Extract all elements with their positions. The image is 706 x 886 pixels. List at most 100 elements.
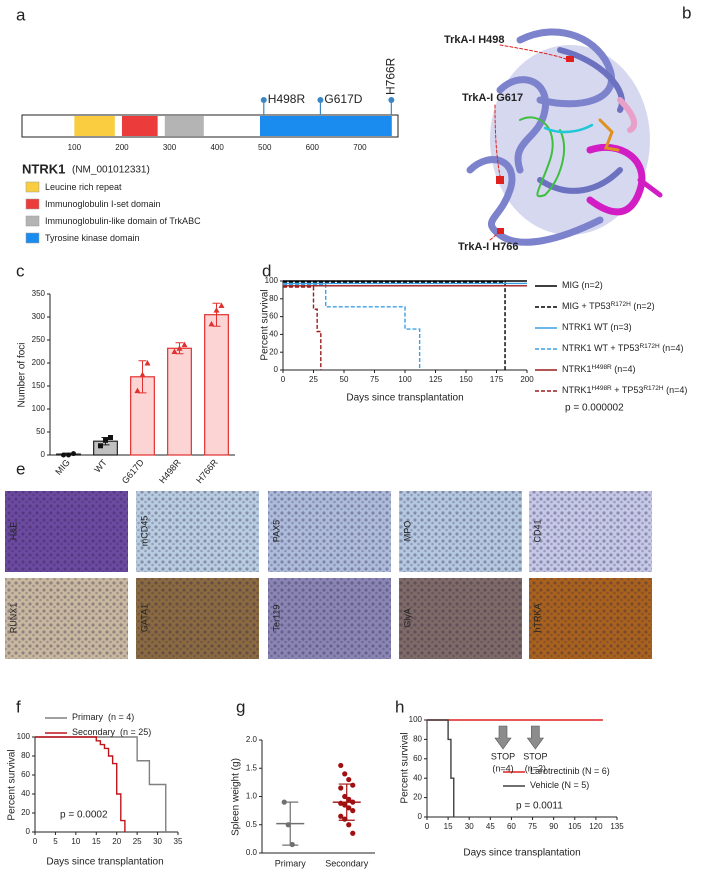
domain <box>259 116 392 136</box>
y-tick-label: 100 <box>265 276 279 285</box>
histology-label: mCD45 <box>139 516 149 547</box>
x-tick-label: 30 <box>153 837 162 846</box>
survival-curve <box>283 283 421 370</box>
panel-letter: h <box>395 697 404 716</box>
legend-part: MIG (n=2) <box>562 280 603 290</box>
x-tick-label: 30 <box>465 822 474 831</box>
histology-label: GlyA <box>402 608 412 628</box>
x-tick-label: WT <box>92 457 109 475</box>
panel-letter: c <box>16 261 25 280</box>
survival-curve <box>35 736 167 832</box>
point <box>342 793 348 800</box>
x-axis-label: Days since transplantation <box>346 393 463 404</box>
x-tick-label: 25 <box>309 375 318 384</box>
x-tick-label: 0 <box>425 822 430 831</box>
stop-label: STOP <box>491 751 515 761</box>
y-tick-label: 80 <box>21 751 30 760</box>
y-tick-label: 1.0 <box>246 792 258 801</box>
y-tick-label: 1.5 <box>246 763 258 772</box>
histology-texture <box>136 491 259 572</box>
point <box>108 435 113 441</box>
point <box>350 782 356 788</box>
x-tick-label: 45 <box>486 822 495 831</box>
y-tick-label: 300 <box>32 312 46 321</box>
y-axis-label: Number of foci <box>17 342 28 407</box>
legend-part: R172H <box>639 343 660 350</box>
mutation-head <box>260 97 267 103</box>
y-tick-label: 40 <box>269 330 278 339</box>
panel-letter: a <box>16 5 26 24</box>
y-tick-label: 200 <box>32 358 46 367</box>
stop-arrow <box>494 725 512 750</box>
structure-label: TrkA-I H766 <box>458 241 519 253</box>
legend-part: R172H <box>643 385 664 392</box>
legend-label: Vehicle (N = 5) <box>530 780 589 790</box>
point <box>98 443 103 449</box>
domain <box>164 116 204 136</box>
point <box>171 348 178 354</box>
structure-label: TrkA-I G617 <box>462 92 523 104</box>
point <box>139 371 146 377</box>
legend-label: Immunoglobulin-like domain of TrkABC <box>45 216 201 226</box>
y-tick-label: 20 <box>21 808 30 817</box>
y-tick-label: 100 <box>32 404 46 413</box>
x-tick-label: 300 <box>163 143 177 152</box>
point <box>338 785 344 791</box>
y-tick-label: 40 <box>21 789 30 798</box>
x-tick-label: 400 <box>210 143 224 152</box>
point <box>346 796 352 802</box>
point <box>350 830 356 836</box>
histology-label: GATA1 <box>139 604 149 632</box>
x-tick-label: 10 <box>71 837 80 846</box>
point <box>144 360 151 366</box>
x-tick-label: MIG <box>53 457 72 476</box>
x-tick-label: Secondary <box>325 858 369 868</box>
histology-label: CD41 <box>532 519 542 542</box>
annotation: p = 0.000002 <box>565 403 624 414</box>
point <box>181 341 188 348</box>
legend-part: + TP53 <box>612 385 644 395</box>
x-tick-label: 75 <box>528 822 537 831</box>
point <box>346 776 352 783</box>
y-tick-label: 0 <box>41 450 46 459</box>
domain <box>74 116 115 136</box>
legend-label: Immunoglobulin I-set domain <box>45 199 161 209</box>
x-tick-label: 200 <box>520 375 534 384</box>
x-tick-label: 120 <box>589 822 603 831</box>
y-tick-label: 250 <box>32 335 46 344</box>
legend-part: Secondary (n = 25) <box>72 727 151 737</box>
y-tick-label: 40 <box>413 773 422 782</box>
legend-part: NTRK1 WT (n=3) <box>562 322 632 332</box>
y-tick-label: 20 <box>413 793 422 802</box>
survival-curve <box>427 719 455 817</box>
x-tick-label: 500 <box>258 143 272 152</box>
point <box>342 771 348 777</box>
legend-part: Primary (n = 4) <box>72 712 134 722</box>
histology-texture <box>5 578 128 659</box>
x-tick-label: 135 <box>610 822 624 831</box>
x-tick-label: 20 <box>112 837 121 846</box>
stop-label: STOP <box>523 751 547 761</box>
x-tick-label: H498R <box>157 457 183 485</box>
legend-part: (n=4) <box>612 364 636 374</box>
x-tick-label: 150 <box>459 375 473 384</box>
histology-texture <box>136 578 259 659</box>
point <box>213 307 220 313</box>
histology-texture <box>399 491 522 572</box>
point <box>66 452 71 458</box>
x-tick-label: 15 <box>92 837 101 846</box>
histology-label: H&E <box>8 522 18 541</box>
x-tick-label: 100 <box>398 375 412 384</box>
point <box>71 451 76 457</box>
y-tick-label: 80 <box>413 735 422 744</box>
y-tick-label: 0 <box>274 365 279 374</box>
x-tick-label: 200 <box>115 143 129 152</box>
legend-label: MIG + TP53R172H (n=2) <box>562 301 655 312</box>
mutation-label: G617D <box>324 92 362 106</box>
panel-letter: b <box>682 3 691 22</box>
panel-letter: g <box>236 697 245 716</box>
point <box>350 808 356 814</box>
x-tick-label: Primary <box>275 858 306 868</box>
x-tick-label: 0 <box>33 837 38 846</box>
